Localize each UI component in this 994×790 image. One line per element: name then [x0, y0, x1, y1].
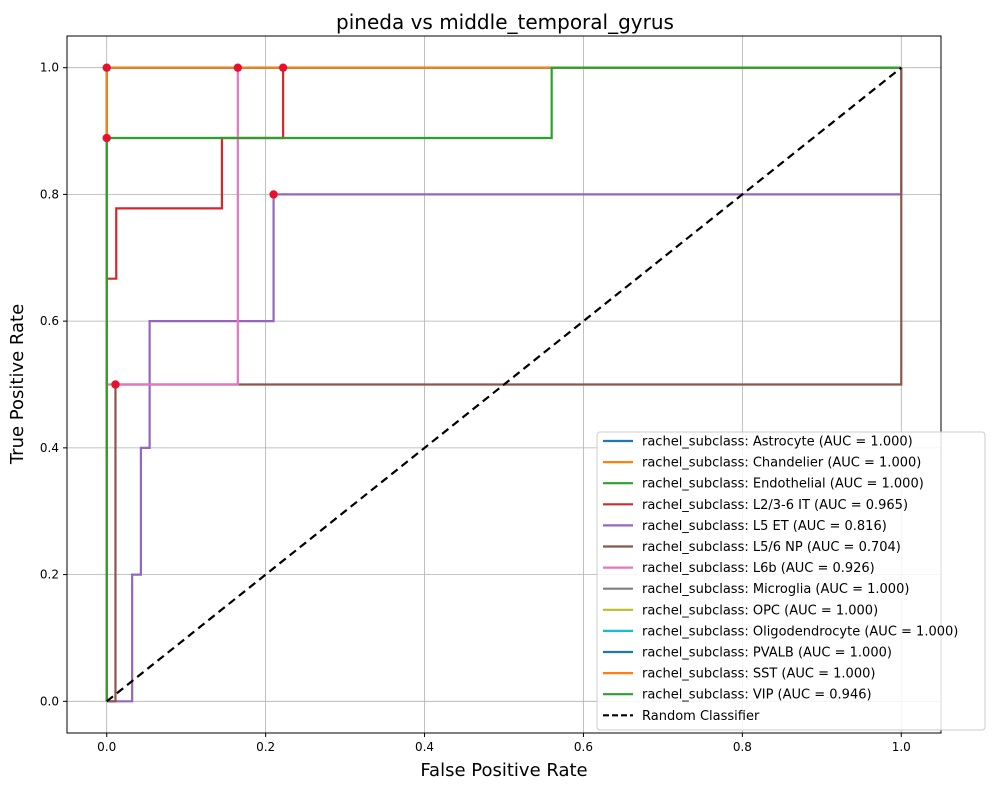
random-classifier-line — [106, 66, 902, 703]
legend-label: rachel_subclass: SST (AUC = 1.000) — [642, 667, 875, 682]
series-line-3 — [105, 66, 902, 702]
legend-label: rachel_subclass: L5/6 NP (AUC = 0.704) — [642, 540, 901, 555]
legend-label: rachel_subclass: L2/3-6 IT (AUC = 0.965) — [642, 498, 908, 513]
threshold-point-3 — [278, 63, 288, 72]
legend-label: rachel_subclass: Microglia (AUC = 1.000) — [642, 582, 909, 597]
series-line-12 — [105, 66, 902, 702]
x-tick-label: 0.8 — [733, 740, 752, 754]
x-tick-label: 0.2 — [256, 740, 275, 754]
legend-label: rachel_subclass: Chandelier (AUC = 1.000… — [642, 456, 921, 471]
y-tick-label: 0.8 — [40, 187, 59, 201]
legend-label: rachel_subclass: VIP (AUC = 0.946) — [642, 688, 872, 703]
x-tick-label: 0.0 — [97, 740, 116, 754]
y-tick-label: 0.6 — [40, 314, 59, 328]
legend-entries: rachel_subclass: Astrocyte (AUC = 1.000)… — [603, 435, 958, 724]
threshold-points — [102, 63, 288, 389]
threshold-point-4 — [269, 190, 278, 199]
axes-frame — [66, 35, 942, 734]
y-tick-label: 0.0 — [40, 694, 59, 708]
legend-label: rachel_subclass: Oligodendrocyte (AUC = … — [642, 624, 958, 639]
threshold-point-0 — [102, 63, 111, 72]
legend-label: rachel_subclass: Astrocyte (AUC = 1.000) — [642, 435, 913, 450]
legend-box — [596, 431, 986, 731]
threshold-point-2 — [233, 63, 243, 72]
threshold-point-1 — [102, 133, 111, 143]
y-tick-label: 0.4 — [40, 441, 59, 455]
y-tick-label: 0.2 — [40, 568, 59, 582]
legend-label: rachel_subclass: PVALB (AUC = 1.000) — [642, 646, 892, 661]
series-line-4 — [106, 67, 903, 703]
x-axis-label: False Positive Rate — [420, 760, 587, 781]
y-axis-label: True Positive Rate — [7, 304, 28, 465]
plot-area — [102, 63, 903, 703]
legend-label: rachel_subclass: L5 ET (AUC = 0.816) — [642, 519, 887, 534]
x-tick-label: 0.4 — [415, 740, 434, 754]
legend-label: rachel_subclass: Endothelial (AUC = 1.00… — [642, 477, 924, 492]
x-tick-label: 0.6 — [574, 740, 593, 754]
legend: rachel_subclass: Astrocyte (AUC = 1.000)… — [596, 431, 986, 731]
legend-label: Random Classifier — [642, 709, 760, 724]
y-tick-label: 1.0 — [40, 61, 59, 75]
x-tick-label: 1.0 — [892, 740, 911, 754]
legend-label: rachel_subclass: L6b (AUC = 0.926) — [642, 561, 875, 576]
legend-label: rachel_subclass: OPC (AUC = 1.000) — [642, 603, 878, 618]
chart-title: pineda vs middle_temporal_gyrus — [336, 10, 674, 34]
threshold-point-5 — [111, 380, 120, 389]
axis-ticks: 0.0 0.2 0.4 0.6 0.8 1.0 0.0 0.2 0.4 0.6 0.8 1.0 — [40, 61, 911, 754]
